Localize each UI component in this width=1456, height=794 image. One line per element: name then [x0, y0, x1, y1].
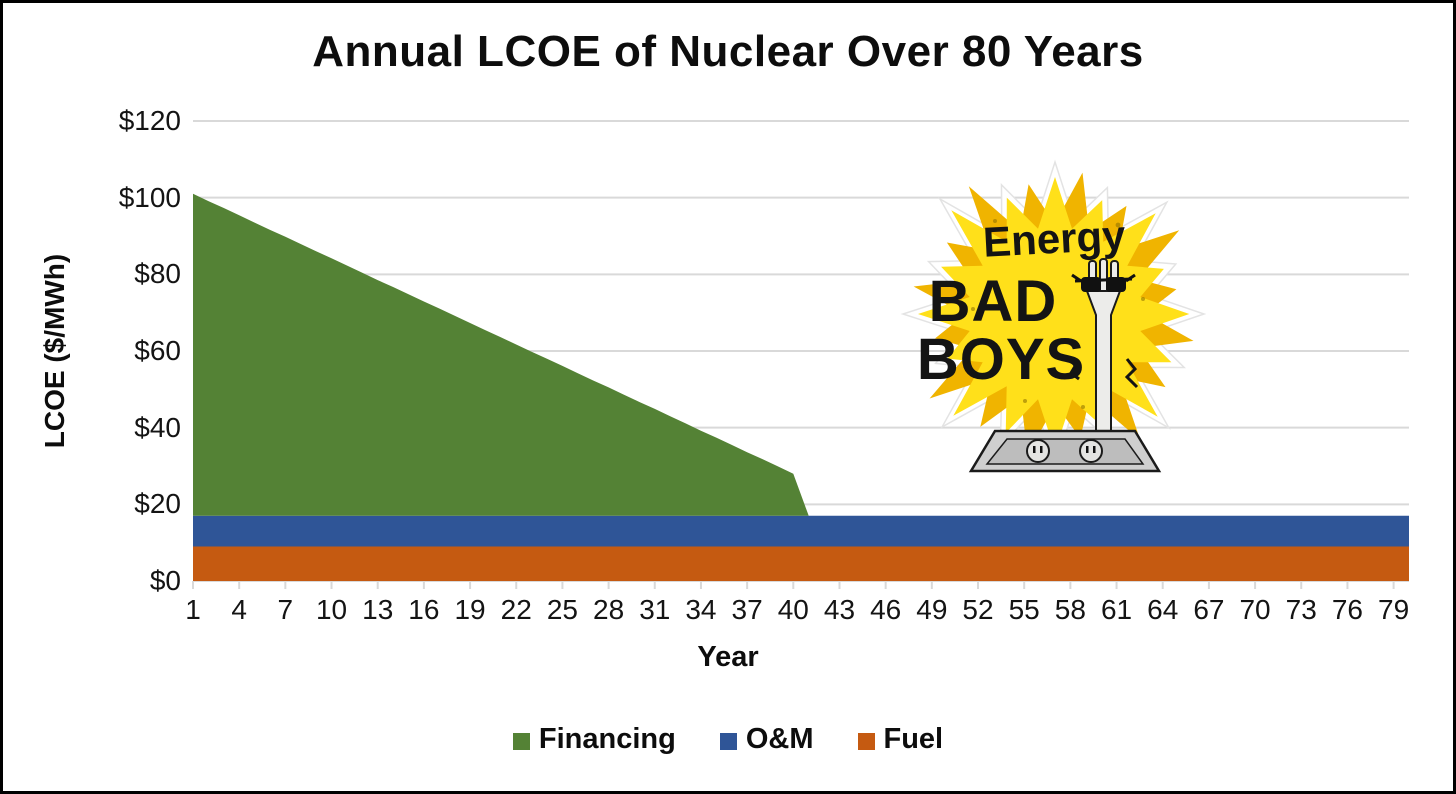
y-tick-label: $100 — [118, 181, 181, 213]
outlet-icon — [968, 429, 1162, 473]
energy-bad-boys-logo: Energy BAD BOYS — [900, 159, 1207, 473]
x-tick-label: 7 — [277, 594, 294, 625]
legend-item-om: O&M — [719, 723, 814, 756]
y-tick-label: $120 — [118, 105, 181, 136]
x-tick-label: 58 — [1054, 594, 1086, 625]
x-tick-label: 46 — [870, 594, 902, 625]
y-tick-label: $80 — [134, 258, 181, 290]
x-tick-label: 16 — [408, 594, 440, 625]
x-tick-label: 31 — [639, 594, 671, 625]
x-tick-label: 40 — [777, 594, 809, 625]
x-tick-label: 76 — [1331, 594, 1363, 625]
x-tick-label: 64 — [1147, 594, 1179, 625]
legend-label: O&M — [745, 723, 814, 755]
y-tick-label: $60 — [134, 335, 181, 366]
logo-boys-text: BOYS — [917, 327, 1085, 392]
x-tick-label: 13 — [362, 594, 394, 625]
x-tick-label: 49 — [916, 594, 948, 625]
legend-swatch — [512, 732, 530, 750]
legend-label: Fuel — [883, 723, 944, 755]
logo-energy-text: Energy — [982, 211, 1127, 265]
x-tick-label: 79 — [1378, 594, 1410, 625]
legend-swatch — [857, 732, 875, 750]
area-Fuel — [193, 546, 1409, 581]
x-tick-label: 22 — [500, 594, 532, 625]
legend: Financing O&M Fuel — [3, 723, 1453, 756]
y-tick-label: $40 — [134, 411, 181, 443]
x-tick-label: 55 — [1008, 594, 1040, 625]
x-tick-label: 19 — [454, 594, 486, 625]
y-tick-label: $0 — [149, 565, 181, 596]
x-tick-label: 70 — [1239, 594, 1271, 625]
x-tick-label: 73 — [1285, 594, 1317, 625]
legend-item-fuel: Fuel — [857, 723, 944, 756]
spark-marks — [1069, 358, 1139, 389]
x-tick-label: 37 — [731, 594, 763, 625]
x-tick-label: 67 — [1193, 594, 1225, 625]
x-tick-label: 10 — [315, 594, 348, 625]
x-tick-label: 25 — [546, 594, 578, 625]
plot-area — [192, 120, 1409, 589]
x-tick-label: 52 — [962, 594, 994, 625]
legend-swatch — [719, 732, 737, 750]
chart-title: Annual LCOE of Nuclear Over 80 Years — [312, 27, 1144, 76]
legend-label: Financing — [538, 723, 676, 755]
logo-speckles — [971, 219, 1145, 409]
y-tick-label: $20 — [134, 488, 181, 520]
x-tick-label: 61 — [1100, 594, 1133, 625]
x-tick-label: 34 — [685, 594, 717, 625]
x-tick-label: 1 — [185, 594, 201, 625]
x-tick-label: 43 — [823, 594, 856, 625]
starburst-icon — [900, 159, 1207, 469]
x-axis-title: Year — [697, 641, 759, 673]
x-tick-label: 28 — [593, 594, 625, 625]
sunglasses-icon — [1071, 273, 1136, 292]
logo-bad-text: BAD — [929, 269, 1058, 334]
x-tick-label: 4 — [231, 594, 247, 625]
area-Financing — [193, 193, 1409, 516]
area-O&M — [193, 515, 1409, 547]
legend-item-financing: Financing — [512, 723, 676, 756]
